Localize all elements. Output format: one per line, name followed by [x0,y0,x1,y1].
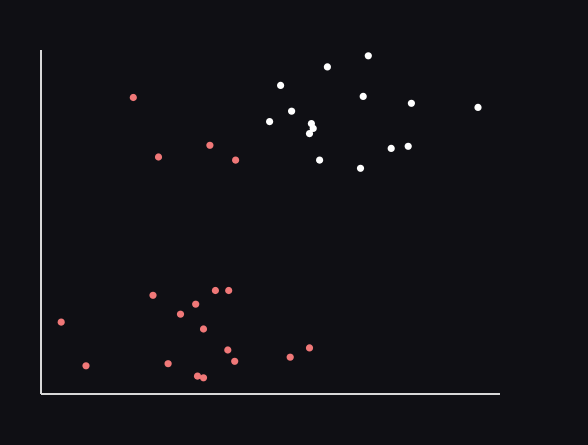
data-point-series-1-2 [154,153,163,161]
data-point-series-2-12 [404,142,412,150]
data-point-series-1-1 [129,93,137,102]
data-point-series-1-14 [231,357,239,365]
data-point-series-1-10 [211,286,219,295]
data-point-series-1-11 [225,286,233,295]
data-point-series-2-14 [316,156,324,164]
data-points [57,52,482,382]
data-point-series-2-13 [387,144,395,152]
data-point-series-1-6 [82,362,90,370]
data-point-series-1-17 [199,374,208,382]
data-point-series-1-7 [149,291,157,299]
data-point-series-1-12 [199,325,208,333]
data-point-series-1-5 [57,318,65,326]
data-point-series-1-9 [192,300,200,308]
data-point-series-2-15 [356,164,365,172]
data-point-series-1-15 [164,360,172,368]
data-point-series-2-1 [364,52,372,60]
data-point-series-2-2 [323,63,331,71]
data-point-series-1-3 [206,141,214,149]
data-point-series-1-13 [224,346,232,354]
data-point-series-1-8 [176,310,185,318]
data-point-series-2-3 [277,81,285,89]
data-point-series-2-4 [359,92,367,100]
data-point-series-1-19 [305,344,314,352]
data-point-series-2-11 [305,130,314,138]
data-point-series-2-6 [474,103,482,111]
data-point-series-2-7 [288,107,296,115]
data-point-series-1-18 [286,353,294,361]
data-point-series-2-10 [309,124,317,132]
data-point-series-2-8 [266,118,274,126]
axes [40,50,500,395]
data-point-series-2-5 [407,99,415,107]
data-point-series-1-16 [193,372,202,380]
data-point-series-1-4 [232,156,240,164]
